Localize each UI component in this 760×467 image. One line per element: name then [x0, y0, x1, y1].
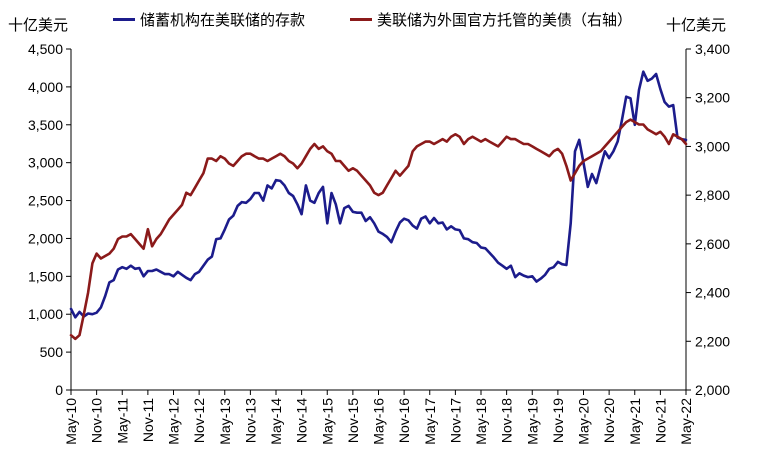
legend-label-deposits: 储蓄机构在美联储的存款	[140, 12, 306, 29]
x-tick-label: May-13	[217, 398, 233, 445]
right-y-tick-label: 3,400	[695, 41, 730, 57]
right-y-tick-label: 2,600	[695, 236, 730, 252]
x-tick-label: May-11	[114, 398, 130, 444]
x-tick-label: Nov-11	[140, 398, 156, 442]
left-y-tick-label: 2,500	[28, 193, 63, 209]
x-tick-label: Nov-14	[294, 398, 310, 443]
x-tick-label: May-19	[524, 398, 540, 445]
x-tick-label: Nov-20	[601, 398, 617, 443]
left-y-tick-label: 1,500	[28, 268, 63, 284]
x-tick-label: Nov-18	[499, 398, 515, 443]
legend-swatch-deposits	[113, 18, 135, 21]
left-y-tick-label: 3,500	[28, 117, 63, 133]
left-y-tick-label: 500	[40, 344, 64, 360]
legend-item-custody: 美联储为外国官方托管的美债（右轴）	[350, 9, 632, 30]
x-tick-label: May-12	[166, 398, 182, 445]
x-tick-label: Nov-12	[191, 398, 207, 443]
series-line-custody	[69, 118, 688, 341]
x-tick-label: May-14	[268, 398, 284, 445]
right-y-tick-label: 3,000	[695, 138, 730, 154]
x-tick-label: May-18	[473, 398, 489, 445]
x-tick-label: May-10	[63, 398, 79, 445]
x-tick-label: Nov-19	[550, 398, 566, 443]
left-y-tick-label: 2,000	[28, 230, 63, 246]
x-tick-label: Nov-21	[652, 398, 668, 443]
x-tick-label: May-15	[319, 398, 335, 445]
x-tick-label: May-22	[678, 398, 694, 445]
left-y-tick-label: 0	[55, 382, 63, 398]
left-y-tick-label: 4,000	[28, 79, 63, 95]
left-y-tick-label: 4,500	[28, 41, 63, 57]
x-tick-label: May-20	[576, 398, 592, 445]
x-tick-label: May-16	[371, 398, 387, 445]
left-y-tick-label: 3,000	[28, 155, 63, 171]
left-axis-unit: 十亿美元	[8, 17, 69, 34]
right-y-tick-label: 2,800	[695, 187, 730, 203]
legend-swatch-custody	[350, 18, 372, 21]
x-tick-label: May-21	[627, 398, 643, 445]
right-y-tick-label: 2,400	[695, 285, 730, 301]
x-tick-label: Nov-17	[447, 398, 463, 443]
x-tick-label: Nov-10	[89, 398, 105, 443]
x-tick-label: May-17	[422, 398, 438, 445]
x-tick-label: Nov-15	[345, 398, 361, 443]
left-y-tick-label: 1,000	[28, 306, 63, 322]
legend-item-deposits: 储蓄机构在美联储的存款	[113, 9, 305, 30]
x-tick-label: Nov-13	[242, 398, 258, 443]
right-axis-unit: 十亿美元	[666, 17, 727, 34]
x-tick-label: Nov-16	[396, 398, 412, 443]
right-y-tick-label: 2,200	[695, 333, 730, 349]
right-y-tick-label: 3,200	[695, 90, 730, 106]
legend-label-custody: 美联储为外国官方托管的美债（右轴）	[377, 12, 633, 29]
right-y-tick-label: 2,000	[695, 382, 730, 398]
